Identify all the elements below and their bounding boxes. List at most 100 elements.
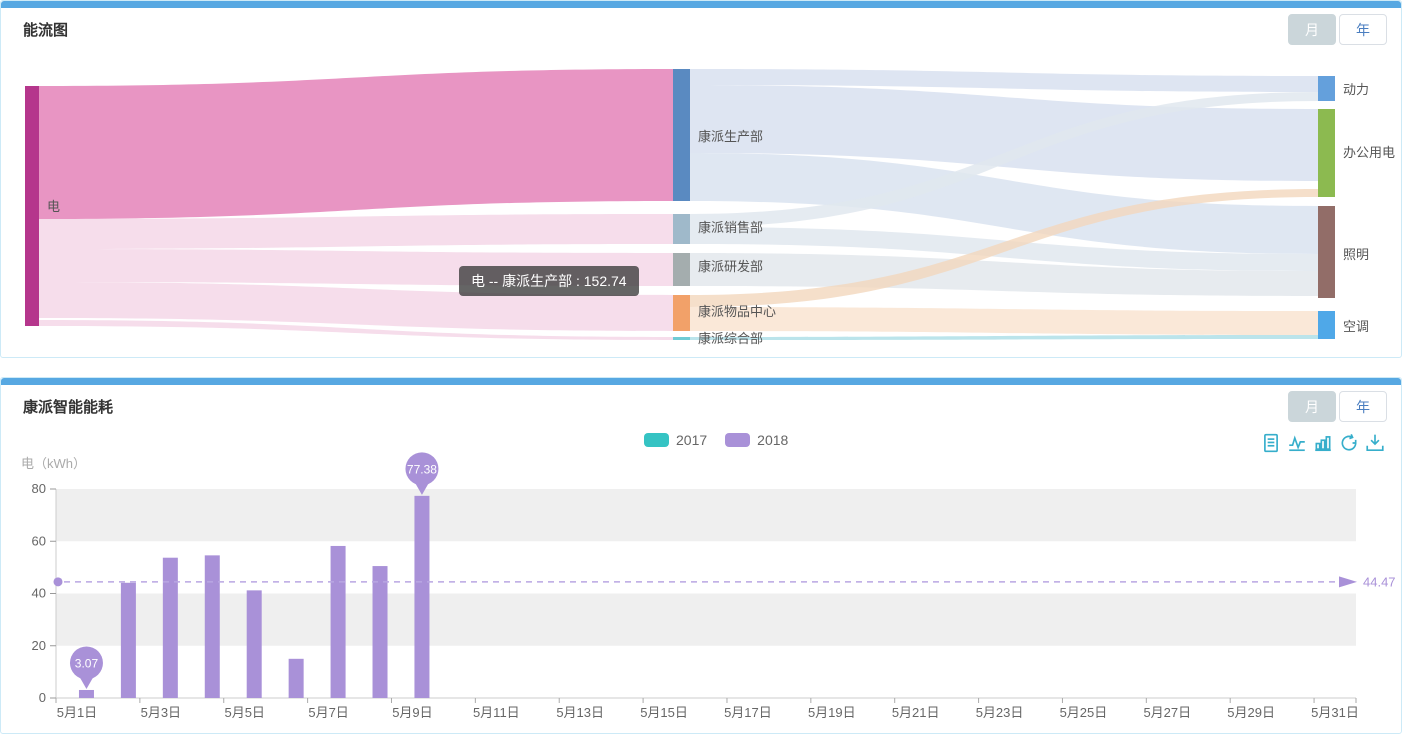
page-title: 能流图 [23,22,69,39]
node-rd-dept[interactable] [673,253,690,286]
x-tick-label: 5月7日 [308,705,348,720]
refresh-icon[interactable] [1339,433,1359,453]
year-button[interactable]: 年 [1339,14,1387,45]
mark-point-3.07[interactable]: 3.07 [69,646,103,689]
x-tick-label: 5月31日 [1311,705,1359,720]
node-goods-center[interactable] [673,295,690,331]
flow-wupinzhongxin-kongtiao[interactable] [690,307,1318,335]
legend-label-2017: 2017 [676,432,708,448]
node-production-dept[interactable] [673,69,690,201]
pulse-chart-icon[interactable] [1287,433,1307,453]
chart-title: 康派智能能耗 [23,399,114,416]
sankey-diagram: 电 康派生产部 康派销售部 康派研发部 康派物品中心 康派综合部 动力 办公用电… [25,69,1395,346]
flow-dian-xiaoshoubu[interactable] [39,214,673,249]
x-tick-label: 5月13日 [556,705,604,720]
label-lighting: 照明 [1343,247,1369,262]
label-goods-center: 康派物品中心 [698,304,776,319]
y-tick-label: 80 [32,481,46,496]
bars-2018 [78,495,430,698]
node-general-dept[interactable] [673,337,690,340]
y-tick-label: 60 [32,533,46,548]
flow-shengchanbu-dongli[interactable] [690,69,1318,92]
chart-legend: 2017 2018 [644,432,788,448]
node-electricity[interactable] [25,86,39,326]
flow-wupinzhongxin-bangongyongdian[interactable] [690,189,1318,307]
label-sales-dept: 康派销售部 [698,220,763,235]
period-toggle: 月 年 [1288,14,1387,45]
average-line-arrow [1339,576,1357,588]
sankey-flows-left [39,69,673,340]
mark-point-label: 3.07 [75,656,99,670]
x-tick-label: 5月21日 [892,705,940,720]
legend-item-2017[interactable]: 2017 [644,432,707,448]
label-production-dept: 康派生产部 [698,129,763,144]
node-ac[interactable] [1318,311,1335,339]
energy-consumption-panel: 康派智能能耗 月 年 2017 2018 [0,377,1402,734]
panel-accent-bar [1,378,1401,385]
node-lighting[interactable] [1318,206,1335,298]
x-tick-label: 5月27日 [1143,705,1191,720]
flow-dian-shengchanbu[interactable] [39,69,673,219]
label-general-dept: 康派综合部 [698,331,763,346]
flow-dian-zonghebu[interactable] [39,320,673,340]
bar-5月7日[interactable] [330,545,346,698]
download-icon[interactable] [1365,433,1385,453]
bar-5月2日[interactable] [120,582,136,698]
legend-swatch-2018 [725,433,751,447]
bar-5月8日[interactable] [372,566,388,698]
x-tick-label: 5月9日 [392,705,432,720]
sankey-flows-right [690,69,1318,340]
grid-band [56,489,1356,542]
y-tick-label: 40 [32,586,46,601]
y-tick-label: 0 [39,690,46,705]
bar-5月4日[interactable] [204,555,220,698]
mark-point-label: 77.38 [407,462,437,476]
label-electricity: 电 [47,199,60,214]
x-tick-label: 5月19日 [808,705,856,720]
legend-label-2018: 2018 [757,432,789,448]
bar-5月3日[interactable] [162,557,178,698]
month-button[interactable]: 月 [1288,391,1336,422]
month-button[interactable]: 月 [1288,14,1336,45]
bar-5月9日[interactable] [414,495,430,698]
x-tick-label: 5月5日 [224,705,264,720]
sankey-node-labels: 电 康派生产部 康派销售部 康派研发部 康派物品中心 康派综合部 动力 办公用电… [47,82,1395,346]
x-tick-label: 5月11日 [473,705,520,720]
x-tick-label: 5月15日 [640,705,688,720]
label-rd-dept: 康派研发部 [698,259,763,274]
year-button[interactable]: 年 [1339,391,1387,422]
label-office-electricity: 办公用电 [1343,145,1395,160]
document-icon[interactable] [1261,433,1281,453]
x-tick-label: 5月3日 [141,705,181,720]
energy-flow-panel: 能流图 月 年 [0,0,1402,358]
label-ac: 空调 [1343,319,1369,334]
bar-5月1日[interactable] [78,689,94,698]
average-line-label: 44.47 [1363,574,1396,589]
flow-shengchanbu-zhaoming[interactable] [690,153,1318,254]
flow-xiaoshoubu-dongli[interactable] [690,92,1318,227]
node-sales-dept[interactable] [673,214,690,244]
x-tick-label: 5月29日 [1227,705,1275,720]
bar-5月6日[interactable] [288,658,304,698]
node-power[interactable] [1318,76,1335,101]
x-tick-label: 5月1日 [57,705,97,720]
bar-5月5日[interactable] [246,590,262,698]
mark-point-77.38[interactable]: 77.38 [405,452,439,495]
sankey-tooltip: 电 -- 康派生产部 : 152.74 [459,266,639,296]
grid-band [56,593,1356,646]
sankey-nodes [25,69,1335,340]
bar-chart: 0 20 40 60 80 电（kWh） 5月1日 5月3日 5月5日 5月7日 5月9日 5月11日… [21,452,1396,720]
flow-zonghebu-kongtiao[interactable] [690,335,1318,340]
x-tick-label: 5月25日 [1060,705,1108,720]
bar-chart-icon[interactable] [1313,433,1333,453]
x-tick-label: 5月23日 [976,705,1024,720]
legend-swatch-2017 [644,433,669,447]
legend-item-2018[interactable]: 2018 [725,432,788,448]
period-toggle: 月 年 [1288,391,1387,422]
average-line-dot [53,577,63,587]
y-tick-label: 20 [32,638,46,653]
y-axis-name: 电（kWh） [21,456,86,471]
x-tick-label: 5月17日 [724,705,772,720]
panel-accent-bar [1,1,1401,8]
node-office-electricity[interactable] [1318,109,1335,197]
